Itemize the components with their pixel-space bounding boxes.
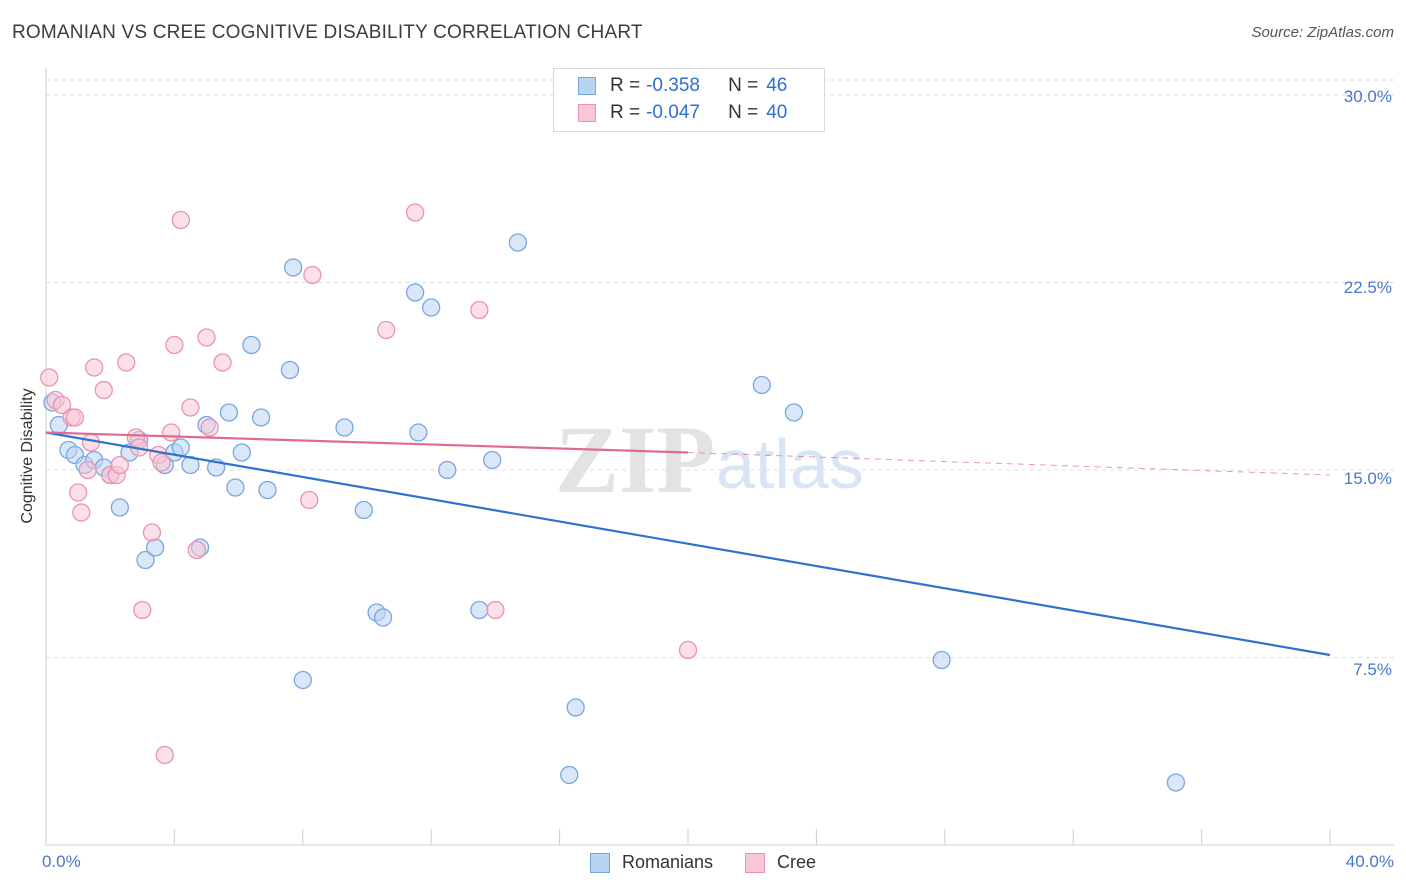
cree-point [133,600,152,620]
romanians-point [409,423,428,442]
legend: Romanians Cree [0,852,1406,873]
cree-trend-line [687,452,1331,476]
cree-point [162,423,181,442]
cree-point [81,433,101,452]
romanians-point [784,403,804,422]
cree-swatch-icon [578,104,596,122]
y-tick-label: 7.5% [1353,660,1392,679]
romanians-legend-icon [589,852,610,873]
romanians-point [251,408,271,427]
romanians-point [483,450,502,470]
r-label: R = [610,102,641,123]
cree-point [213,353,232,372]
r-value: -0.047 [646,102,700,123]
romanians-point [470,600,489,620]
romanians-trend-line [45,431,1331,657]
cree-point [117,353,136,372]
romanians-point [219,403,239,422]
romanians-point [422,298,441,317]
cree-point [68,483,88,502]
stats-row-cree: R = -0.047 N = 40 [578,100,787,126]
cree-legend-icon [745,852,766,873]
y-tick-label: 15.0% [1343,469,1392,488]
cree-point [152,453,171,472]
cree-point [486,600,505,620]
cree-point [165,335,184,355]
cree-point [94,380,113,400]
romanians-point [354,500,373,520]
romanians-point [373,608,393,627]
cree-point [52,395,72,415]
n-value: 40 [766,102,788,123]
romanians-point [136,550,155,570]
y-tick-label: 30.0% [1343,87,1392,106]
cree-point [65,408,85,427]
romanians-point [284,258,303,277]
n-label: N = [728,102,759,123]
cree-point [72,503,91,522]
romanians-point [752,375,771,395]
romanians-point [335,418,354,437]
legend-item-cree[interactable]: Cree [745,852,816,873]
romanians-point [566,698,585,717]
cree-point [85,358,104,377]
cree-point [678,640,698,660]
cree-point [300,490,319,510]
romanians-swatch-icon [578,77,596,95]
stats-row-romanians: R = -0.358 N = 46 [578,73,787,99]
source-label: Source: ZipAtlas.com [1251,24,1394,41]
cree-point [78,460,97,480]
legend-label: Cree [777,852,817,872]
romanians-point [242,335,261,355]
romanians-point [1166,773,1186,792]
romanians-point [438,460,457,480]
romanians-point [508,233,528,252]
cree-point [181,398,200,417]
romanians-point [226,478,245,497]
stats-box: R = -0.358 N = 46 R = -0.047 N = 40 [553,68,825,132]
romanians-point [145,538,165,557]
cree-point [377,320,396,340]
cree-point [171,210,190,230]
r-label: R = [610,75,641,96]
x-tick-label: 40.0% [1345,852,1394,871]
y-axis-title: Cognitive Disability [19,388,36,524]
romanians-point [293,670,312,690]
watermark-atlas: atlas [716,425,864,503]
cree-point [142,523,162,542]
romanians-point [560,765,579,785]
romanians-point [405,283,425,302]
romanians-point [232,443,251,462]
cree-point [155,745,174,765]
x-tick-label: 0.0% [42,852,81,871]
cree-point [470,300,489,320]
chart-title: ROMANIAN VS CREE COGNITIVE DISABILITY CO… [12,22,643,43]
n-value: 46 [766,75,788,96]
cree-point [197,328,216,347]
cree-trend-line [45,431,689,454]
r-value: -0.358 [646,75,700,96]
legend-item-romanians[interactable]: Romanians [589,852,714,873]
cree-point [200,418,219,437]
legend-label: Romanians [621,852,714,872]
romanians-point [932,650,951,670]
cree-point [303,265,322,285]
n-label: N = [728,75,759,96]
cree-point [405,203,425,222]
watermark-zip: ZIP [555,406,715,513]
romanians-point [280,360,300,380]
romanians-point [258,480,277,500]
y-tick-label: 22.5% [1343,278,1392,297]
cree-point [187,540,207,560]
romanians-point [171,438,190,457]
romanians-point [110,498,129,517]
cree-point [110,455,129,475]
cree-point [40,368,59,387]
